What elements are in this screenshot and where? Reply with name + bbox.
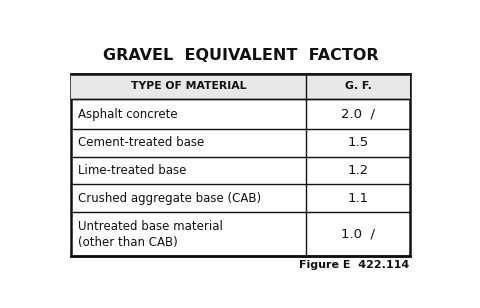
Bar — [71, 74, 409, 99]
Text: 1.1: 1.1 — [348, 192, 369, 205]
Text: 2.0  /: 2.0 / — [341, 107, 375, 121]
Text: Cement-treated base: Cement-treated base — [78, 136, 204, 149]
Text: TYPE OF MATERIAL: TYPE OF MATERIAL — [131, 81, 247, 91]
Text: GRAVEL  EQUIVALENT  FACTOR: GRAVEL EQUIVALENT FACTOR — [103, 48, 378, 63]
Bar — [71, 74, 409, 256]
Text: 1.2: 1.2 — [348, 164, 369, 177]
Text: Asphalt concrete: Asphalt concrete — [78, 107, 178, 121]
Text: G. F.: G. F. — [345, 81, 372, 91]
Text: Untreated base material
(other than CAB): Untreated base material (other than CAB) — [78, 220, 223, 249]
Text: Lime-treated base: Lime-treated base — [78, 164, 186, 177]
Text: Crushed aggregate base (CAB): Crushed aggregate base (CAB) — [78, 192, 261, 205]
Text: Figure E  422.114: Figure E 422.114 — [300, 260, 410, 270]
Text: 1.0  /: 1.0 / — [341, 228, 375, 241]
Text: 1.5: 1.5 — [348, 136, 369, 149]
